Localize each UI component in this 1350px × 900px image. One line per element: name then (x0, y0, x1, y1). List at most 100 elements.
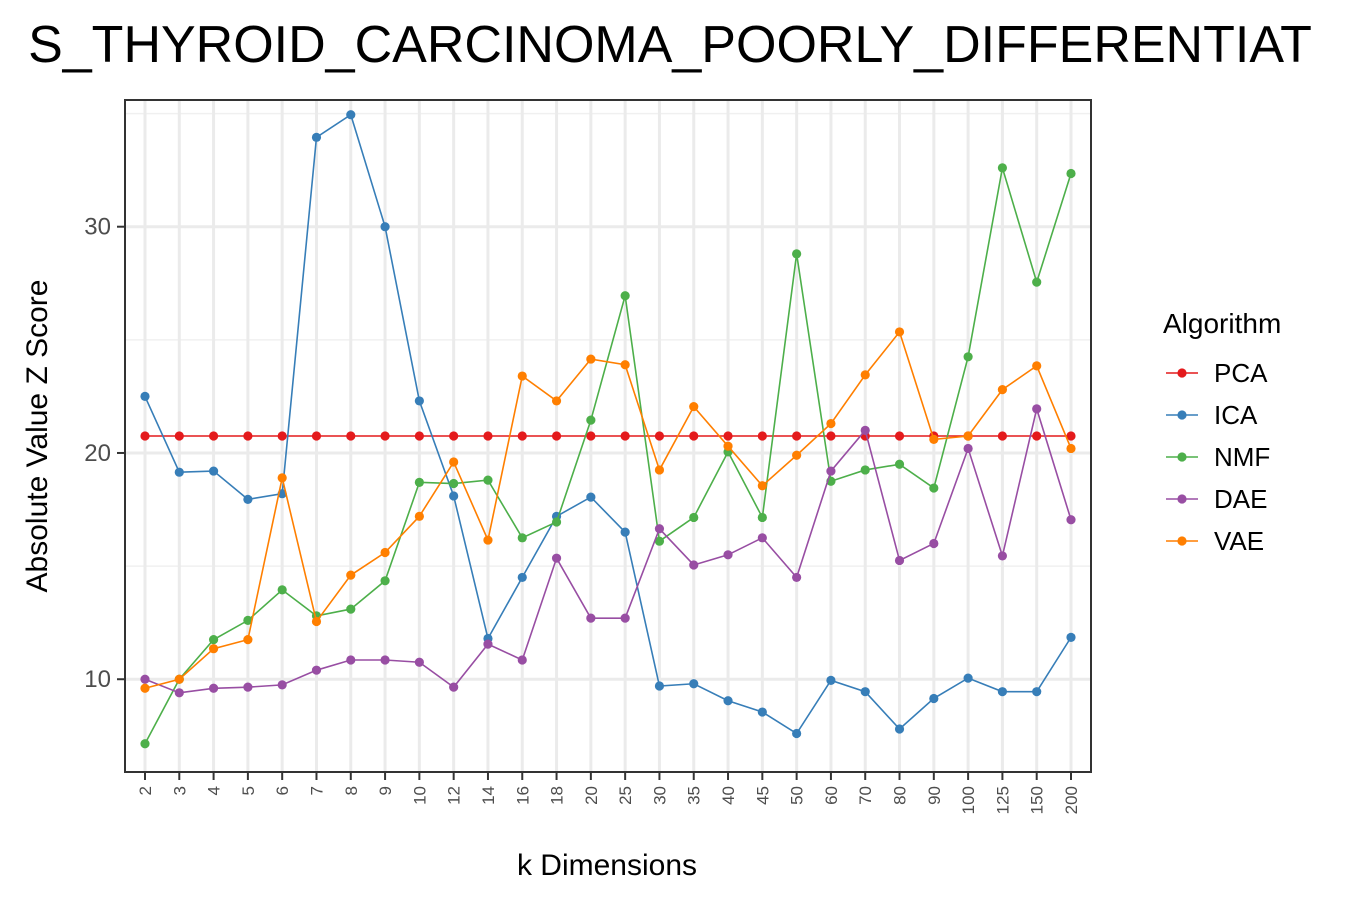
legend-label: DAE (1214, 484, 1267, 514)
data-point-pca (311, 431, 322, 441)
data-point-vae (723, 441, 733, 451)
data-point-nmf (140, 739, 150, 749)
data-point-ica (654, 681, 665, 691)
x-tick-label: 5 (239, 786, 258, 795)
data-point-ica (174, 467, 184, 477)
data-point-dae (174, 688, 184, 698)
legend-item-dae: DAE (1166, 484, 1267, 514)
data-point-pca (243, 431, 253, 441)
data-point-ica (963, 673, 973, 683)
data-point-pca (208, 431, 219, 441)
x-tick-label: 14 (479, 786, 498, 805)
x-tick-label: 35 (685, 786, 704, 805)
data-point-nmf (997, 163, 1008, 173)
data-point-ica (826, 675, 836, 685)
data-point-vae (860, 370, 870, 380)
series-line-nmf (144, 167, 1072, 745)
data-point-vae (963, 431, 973, 441)
x-tick-label: 12 (445, 786, 464, 805)
data-point-dae (380, 655, 390, 665)
data-point-ica (346, 110, 356, 120)
x-tick-label: 200 (1062, 786, 1081, 814)
x-tick-label: 20 (582, 786, 601, 805)
data-point-nmf (860, 465, 870, 475)
data-point-nmf (551, 517, 562, 527)
data-point-nmf (346, 604, 356, 614)
data-point-ica (894, 724, 905, 734)
data-point-vae (620, 360, 630, 370)
series-line-ica (144, 113, 1072, 735)
data-point-dae (414, 657, 424, 667)
data-point-vae (208, 644, 219, 654)
data-point-dae (1066, 515, 1076, 525)
data-point-vae (140, 683, 150, 693)
legend-label: NMF (1214, 442, 1270, 472)
data-point-dae (449, 682, 459, 692)
data-point-dae (689, 560, 699, 570)
data-point-nmf (1066, 168, 1076, 179)
x-tick-label: 50 (788, 786, 807, 805)
data-point-pca (894, 431, 905, 441)
data-point-ica (449, 491, 459, 501)
data-point-dae (311, 665, 322, 675)
data-point-vae (792, 450, 802, 460)
data-point-nmf (757, 512, 767, 523)
plot-panel-border (124, 99, 1092, 773)
data-point-nmf (689, 512, 699, 523)
x-tick-label: 80 (891, 786, 910, 805)
data-point-dae (792, 572, 802, 583)
data-point-pca (757, 431, 767, 441)
data-point-dae (860, 425, 870, 435)
x-tick-label: 70 (856, 786, 875, 805)
data-point-ica (586, 492, 596, 502)
data-point-pca (654, 431, 665, 441)
data-point-vae (174, 674, 184, 684)
x-tick-label: 18 (548, 786, 567, 805)
data-point-dae (140, 674, 150, 684)
data-point-nmf (654, 536, 665, 546)
legend-label: ICA (1214, 400, 1258, 430)
x-tick-label: 60 (822, 786, 841, 805)
data-point-pca (689, 431, 699, 441)
legend-item-vae: VAE (1166, 526, 1264, 556)
x-tick-label: 3 (170, 786, 189, 795)
data-point-ica (243, 494, 253, 504)
data-point-ica (380, 222, 390, 232)
data-point-ica (140, 391, 150, 402)
data-point-nmf (449, 478, 459, 489)
data-point-vae (449, 457, 459, 467)
data-point-nmf (1032, 277, 1042, 287)
data-point-pca (277, 431, 287, 441)
data-point-dae (1032, 404, 1042, 414)
x-tick-label: 100 (959, 786, 978, 814)
legend-key-point (1177, 452, 1187, 462)
data-point-pca (174, 431, 184, 441)
legend-item-nmf: NMF (1166, 442, 1270, 472)
legend-key-point (1177, 494, 1187, 504)
data-point-vae (929, 434, 939, 444)
legend-label: PCA (1214, 358, 1268, 388)
data-point-dae (620, 613, 630, 623)
data-point-dae (277, 680, 287, 690)
x-tick-label: 2 (136, 786, 155, 795)
data-point-dae (963, 443, 973, 454)
data-point-pca (826, 431, 836, 441)
x-tick-label: 7 (307, 786, 326, 795)
data-point-vae (277, 473, 287, 483)
data-point-pca (380, 431, 390, 441)
data-point-pca (1066, 431, 1076, 441)
y-tick-label: 20 (84, 440, 111, 467)
data-point-ica (723, 696, 733, 706)
data-point-dae (243, 682, 253, 692)
x-tick-label: 90 (925, 786, 944, 805)
data-point-vae (586, 354, 596, 364)
data-point-pca (346, 431, 356, 441)
data-point-dae (894, 555, 905, 566)
data-point-ica (311, 132, 322, 142)
data-point-ica (208, 466, 219, 476)
x-tick-label: 25 (616, 786, 635, 805)
data-point-pca (792, 431, 802, 441)
data-point-vae (1032, 361, 1042, 371)
data-point-vae (414, 511, 424, 521)
data-point-ica (860, 687, 870, 697)
